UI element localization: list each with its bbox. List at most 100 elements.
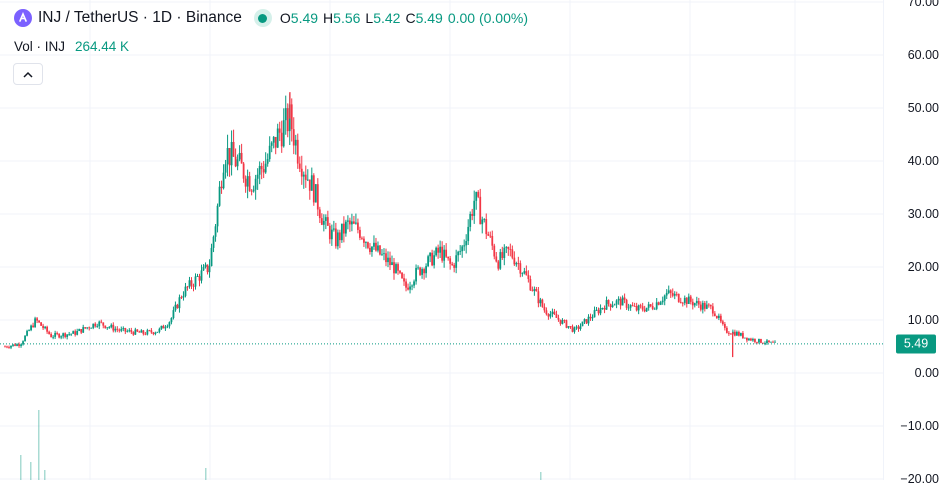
candle bbox=[701, 300, 704, 314]
symbol-title[interactable]: INJ / TetherUS · 1D · Binance bbox=[38, 9, 242, 26]
candle-body bbox=[6, 346, 8, 348]
candle bbox=[336, 229, 339, 250]
candle-body bbox=[210, 247, 213, 267]
candle-body bbox=[144, 333, 147, 335]
candle bbox=[385, 248, 387, 267]
candle-body bbox=[559, 319, 562, 324]
candle bbox=[54, 330, 57, 339]
volume-bar bbox=[20, 455, 22, 480]
candle-body bbox=[513, 257, 516, 265]
candle bbox=[328, 222, 331, 244]
candle-body bbox=[138, 331, 141, 333]
candle-body bbox=[66, 334, 69, 337]
candle-body bbox=[68, 334, 71, 335]
candle-body bbox=[581, 321, 584, 327]
candle bbox=[238, 145, 241, 162]
candle bbox=[699, 301, 702, 312]
candle-body bbox=[96, 326, 99, 327]
candle bbox=[681, 301, 684, 307]
candle bbox=[665, 289, 668, 299]
candle bbox=[26, 329, 28, 337]
candle bbox=[615, 299, 618, 309]
candle-body bbox=[599, 308, 602, 314]
candle bbox=[310, 167, 313, 191]
candle bbox=[198, 273, 201, 287]
candle-body bbox=[286, 108, 289, 132]
candle-body bbox=[425, 266, 427, 274]
inj-logo-icon[interactable] bbox=[14, 9, 32, 27]
candle-body bbox=[697, 301, 700, 305]
candle-body bbox=[192, 285, 195, 287]
candle-body bbox=[278, 128, 281, 133]
candle-body bbox=[547, 314, 550, 317]
price-axis[interactable]: 70.00 60.00 50.00 40.00 30.00 20.00 10.00 0.00 −… bbox=[883, 0, 947, 486]
candle-body bbox=[320, 218, 323, 225]
candle bbox=[332, 220, 335, 232]
candle bbox=[80, 329, 83, 335]
candle-body bbox=[545, 310, 548, 315]
collapse-legend-button[interactable] bbox=[13, 63, 43, 85]
candle-body bbox=[156, 331, 159, 333]
candle-body bbox=[74, 331, 77, 335]
candle bbox=[733, 329, 736, 337]
candle bbox=[308, 179, 311, 200]
candle bbox=[108, 326, 111, 329]
candle bbox=[68, 331, 71, 336]
candle bbox=[316, 178, 319, 217]
candle-body bbox=[276, 128, 279, 148]
candle-body bbox=[517, 263, 520, 264]
candle-body bbox=[451, 263, 454, 265]
candle bbox=[64, 332, 67, 339]
candle-body bbox=[154, 332, 157, 334]
candle-body bbox=[298, 163, 301, 169]
candle-body bbox=[505, 246, 508, 248]
candle bbox=[300, 155, 303, 185]
candle bbox=[453, 262, 456, 273]
candle bbox=[6, 345, 8, 349]
chart-canvas[interactable]: INJ / TetherUS · 1D · Binance O5.49 H5.5… bbox=[0, 0, 883, 480]
candle-body bbox=[701, 302, 704, 310]
candle bbox=[473, 190, 476, 224]
candle-body bbox=[40, 322, 42, 326]
candle bbox=[657, 301, 660, 306]
candle-body bbox=[18, 344, 20, 346]
candle bbox=[719, 313, 722, 324]
candle-body bbox=[623, 297, 626, 300]
candle bbox=[419, 266, 421, 277]
candle-body bbox=[461, 246, 464, 252]
candle bbox=[555, 310, 558, 318]
candle bbox=[471, 208, 474, 221]
candle-body bbox=[208, 266, 211, 273]
candle-body bbox=[647, 304, 650, 308]
candle bbox=[758, 338, 760, 344]
candle-body bbox=[230, 141, 233, 166]
candle-body bbox=[535, 289, 538, 292]
candle bbox=[248, 171, 251, 192]
candle-body bbox=[495, 256, 498, 262]
candle-body bbox=[254, 178, 257, 190]
candle bbox=[88, 326, 91, 331]
candle bbox=[393, 257, 395, 280]
volume-legend[interactable]: Vol · INJ 264.44 K bbox=[14, 39, 129, 54]
candle bbox=[178, 294, 181, 313]
candle-body bbox=[593, 310, 596, 318]
candle bbox=[709, 304, 712, 310]
candle-body bbox=[669, 290, 672, 294]
candlestick-chart[interactable] bbox=[0, 0, 883, 480]
candle bbox=[703, 301, 706, 312]
candle-body bbox=[310, 175, 313, 191]
candle bbox=[429, 252, 432, 263]
market-status-dot-icon[interactable] bbox=[253, 9, 272, 27]
candle bbox=[617, 296, 620, 305]
candle-body bbox=[417, 267, 419, 269]
candle-body bbox=[585, 319, 588, 324]
candle bbox=[593, 306, 596, 318]
candle-body bbox=[423, 269, 425, 274]
candle-body bbox=[729, 333, 732, 335]
candle bbox=[174, 301, 177, 312]
candle-body bbox=[178, 297, 181, 309]
candle bbox=[447, 256, 450, 261]
candle-body bbox=[104, 325, 107, 329]
candle-body bbox=[292, 129, 295, 146]
candle bbox=[715, 315, 718, 319]
